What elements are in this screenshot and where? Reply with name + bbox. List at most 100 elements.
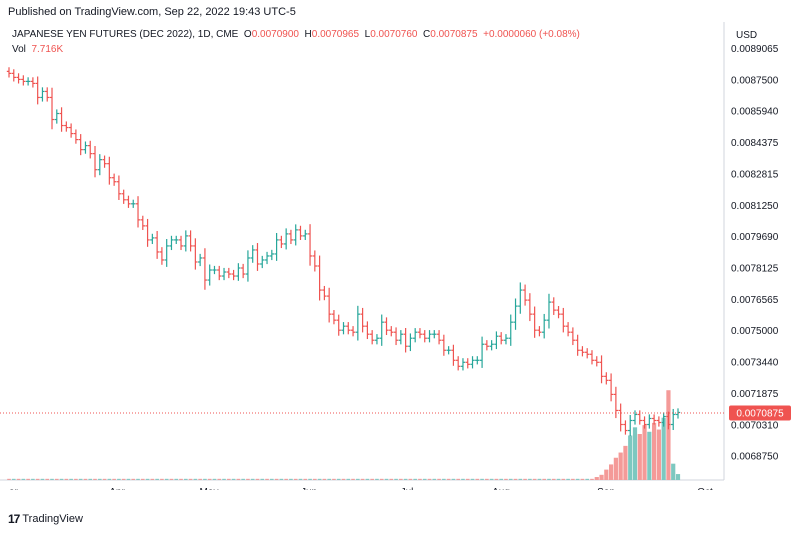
ohlc-bar bbox=[398, 330, 404, 345]
ohlc-bar bbox=[293, 224, 298, 246]
volume-bar bbox=[274, 478, 279, 480]
volume-bar bbox=[164, 478, 169, 480]
ohlc-bar bbox=[661, 412, 666, 427]
ohlc-bar bbox=[40, 87, 45, 102]
volume-bar bbox=[375, 478, 379, 480]
ohlc-bar bbox=[374, 334, 380, 345]
ohlc-bar bbox=[427, 330, 432, 343]
ohlc-bar bbox=[140, 215, 145, 230]
volume-bar bbox=[613, 457, 618, 480]
ohlc-bar bbox=[675, 408, 681, 419]
ohlc-bar bbox=[164, 239, 169, 267]
volume-bar bbox=[604, 469, 609, 480]
y-tick-label: 0.0081250 bbox=[731, 201, 779, 212]
volume-bar bbox=[141, 478, 145, 480]
ohlc-bar bbox=[73, 129, 79, 144]
volume-bar bbox=[513, 478, 518, 480]
ohlc-bar bbox=[384, 317, 389, 336]
ohlc-bar bbox=[465, 358, 470, 369]
volume-bar bbox=[107, 478, 112, 480]
ohlc-bar bbox=[111, 173, 117, 186]
ohlc-bar bbox=[150, 233, 155, 245]
volume-bar bbox=[623, 445, 628, 480]
ohlc-bar bbox=[54, 109, 59, 124]
ohlc-bar bbox=[498, 332, 504, 345]
volume-bar bbox=[289, 478, 293, 480]
ohlc-bar bbox=[527, 293, 533, 322]
ohlc-bar bbox=[666, 411, 671, 430]
ohlc-bar bbox=[441, 334, 447, 356]
volume-bar bbox=[16, 478, 21, 480]
ohlc-bar bbox=[618, 403, 623, 432]
ohlc-bar bbox=[307, 224, 313, 266]
volume-bar bbox=[590, 478, 594, 480]
volume-bar bbox=[632, 427, 638, 480]
volume-bar bbox=[126, 478, 131, 480]
volume-bar bbox=[370, 478, 374, 480]
ohlc-bar bbox=[126, 195, 131, 208]
volume-bar bbox=[475, 478, 480, 480]
ohlc-bar bbox=[556, 306, 561, 319]
ohlc-bar bbox=[561, 307, 566, 333]
volume-bar bbox=[566, 478, 570, 480]
ohlc-bar bbox=[604, 372, 609, 385]
volume-bar bbox=[518, 478, 523, 480]
volume-bar bbox=[241, 478, 245, 480]
ohlc-bar bbox=[45, 87, 50, 102]
x-tick-label: Jun bbox=[301, 487, 317, 490]
ohlc-bar bbox=[575, 334, 580, 356]
volume-bar bbox=[83, 478, 88, 480]
ohlc-bar bbox=[322, 285, 327, 301]
volume-bar bbox=[227, 478, 231, 480]
legend-close-value: 0.0070875 bbox=[430, 29, 478, 40]
volume-bar bbox=[21, 478, 26, 480]
volume-value: 7.716K bbox=[31, 44, 64, 55]
x-tick-label: Aug bbox=[492, 487, 510, 490]
ohlc-bar bbox=[360, 307, 365, 333]
x-tick-label: Sep bbox=[597, 487, 615, 490]
ohlc-bar bbox=[551, 297, 556, 315]
ohlc-bar bbox=[475, 356, 480, 365]
volume-bar bbox=[537, 478, 542, 480]
ohlc-bar bbox=[131, 199, 136, 208]
volume-bar bbox=[293, 478, 298, 480]
y-tick-label: 0.0089065 bbox=[731, 44, 779, 55]
ohlc-bar bbox=[522, 284, 528, 306]
ohlc-bar bbox=[599, 355, 604, 384]
volume-bar bbox=[336, 478, 341, 480]
brand-name: TradingView bbox=[22, 513, 83, 525]
y-tick-label: 0.0068750 bbox=[731, 452, 779, 463]
price-chart[interactable]: USD 0.0089065 0.0087500 0.0085940 0.0084375… bbox=[0, 22, 800, 490]
ohlc-bar bbox=[580, 346, 585, 357]
ohlc-bar bbox=[197, 253, 203, 267]
ohlc-bar bbox=[642, 416, 647, 429]
volume-bar bbox=[470, 478, 475, 480]
volume-legend: Vol 7.716K bbox=[12, 44, 63, 55]
ohlc-bar bbox=[188, 230, 193, 252]
volume-bar bbox=[437, 478, 441, 480]
volume-bar bbox=[231, 478, 236, 480]
volume-bar bbox=[284, 478, 288, 480]
volume-bar bbox=[413, 478, 417, 480]
volume-bar bbox=[609, 464, 614, 480]
volume-bar bbox=[64, 478, 69, 480]
x-tick-label: ar bbox=[9, 487, 19, 490]
ohlc-bar bbox=[589, 350, 595, 365]
tradingview-brand[interactable]: 17 TradingView bbox=[8, 512, 83, 526]
volume-bar bbox=[303, 478, 308, 480]
volume-bar bbox=[528, 478, 532, 480]
ohlc-bar bbox=[656, 416, 662, 427]
ohlc-bar bbox=[542, 313, 547, 339]
volume-bar bbox=[279, 478, 284, 480]
ohlc-bar bbox=[217, 265, 222, 281]
volume-bar bbox=[50, 478, 54, 480]
ohlc-bar bbox=[408, 333, 413, 352]
volume-bar bbox=[236, 478, 241, 480]
volume-bar bbox=[317, 478, 322, 480]
volume-bar bbox=[465, 478, 470, 480]
legend-low-label: L bbox=[364, 29, 371, 40]
volume-bar bbox=[542, 478, 546, 480]
ohlc-bar bbox=[422, 330, 427, 343]
ohlc-bar bbox=[269, 249, 275, 261]
volume-bar bbox=[456, 478, 460, 480]
